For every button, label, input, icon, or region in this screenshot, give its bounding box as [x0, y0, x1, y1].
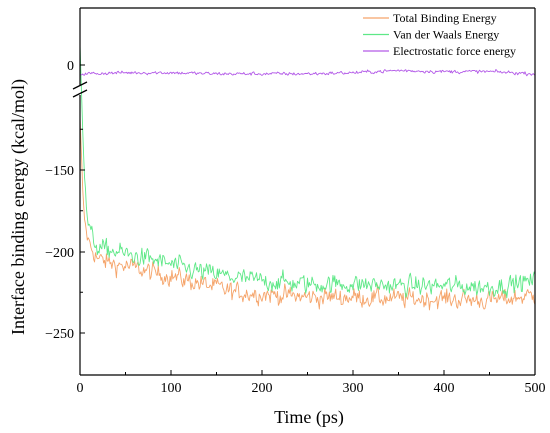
x-tick-label: 0	[77, 381, 84, 396]
x-tick-label: 500	[525, 381, 546, 396]
axes-layer: 0 100 200 300 400 500 0 −150 −200 −250	[45, 7, 546, 396]
legend-label-1: Van der Waals Energy	[393, 28, 499, 42]
plot-background	[80, 8, 535, 375]
x-axis-title: Time (ps)	[274, 407, 344, 428]
axis-break-mark-lower	[72, 89, 88, 98]
series-line-0	[79, 116, 536, 311]
axis-break-mark-upper	[72, 81, 88, 90]
y-tick-label: −150	[45, 164, 74, 179]
x-tick-label: 200	[252, 381, 273, 396]
x-tick-label: 100	[161, 381, 182, 396]
series-line-1	[79, 44, 536, 299]
y-tick-label: −200	[45, 246, 74, 261]
series-layer	[79, 44, 536, 311]
legend-label-0: Total Binding Energy	[393, 11, 497, 25]
series-line-2	[79, 69, 536, 77]
legend-label-2: Electrostatic force energy	[393, 44, 516, 58]
plot-area	[80, 8, 535, 375]
y-tick-label: 0	[67, 59, 74, 74]
y-tick-label: −250	[45, 327, 74, 342]
legend: Total Binding Energy Van der Waals Energy…	[363, 11, 516, 58]
x-tick-label: 300	[343, 381, 364, 396]
y-axis-title: Interface binding energy (kcal/mol)	[8, 79, 29, 335]
x-tick-label: 400	[434, 381, 455, 396]
